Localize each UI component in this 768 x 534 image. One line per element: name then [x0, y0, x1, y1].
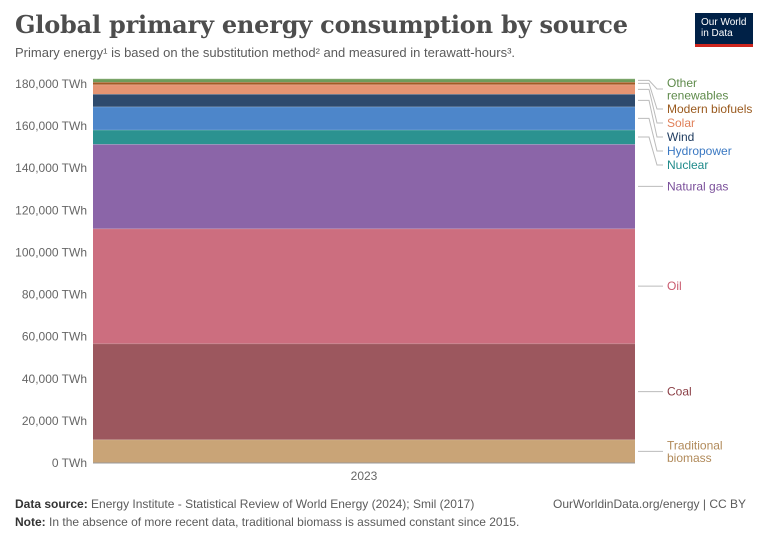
credit-link[interactable]: OurWorldinData.org/energy | CC BY [553, 497, 746, 511]
label-connector [638, 136, 663, 166]
chart-title: Global primary energy consumption by sou… [15, 10, 628, 39]
series-label: biomass [667, 451, 712, 465]
y-tick-label: 60,000 TWh [22, 330, 87, 344]
series-label: renewables [667, 89, 728, 103]
series-label: Nuclear [667, 158, 708, 172]
y-tick-label: 100,000 TWh [15, 245, 87, 259]
label-connector [638, 117, 663, 152]
y-tick-label: 0 TWh [52, 456, 87, 470]
y-tick-label: 140,000 TWh [15, 161, 87, 175]
y-tick-label: 80,000 TWh [22, 288, 87, 302]
series-label: Other [667, 76, 697, 90]
series-label: Natural gas [667, 179, 728, 193]
series-label: Solar [667, 116, 695, 130]
area-band-modern-biofuels[interactable] [93, 82, 635, 85]
label-connector [638, 82, 663, 110]
y-tick-label: 180,000 TWh [15, 77, 87, 91]
series-label: Hydropower [667, 144, 732, 158]
area-band-other-renewables[interactable] [93, 78, 635, 83]
data-source-text: Energy Institute - Statistical Review of… [91, 497, 475, 511]
series-label: Wind [667, 130, 694, 144]
area-band-wind[interactable] [93, 94, 635, 107]
note-label: Note: [15, 515, 46, 529]
series-label: Traditional [667, 438, 723, 452]
chart-subtitle: Primary energy¹ is based on the substitu… [15, 45, 516, 60]
area-band-coal[interactable] [93, 343, 635, 440]
series-label: Coal [667, 385, 692, 399]
data-source: Data source: Energy Institute - Statisti… [15, 497, 474, 511]
area-band-hydropower[interactable] [93, 106, 635, 130]
owid-logo[interactable]: Our World in Data [695, 13, 753, 47]
area-band-traditional-biomass[interactable] [93, 439, 635, 463]
label-connector [638, 99, 663, 138]
y-tick-label: 40,000 TWh [22, 372, 87, 386]
data-source-label: Data source: [15, 497, 88, 511]
chart-note: Note: In the absence of more recent data… [15, 515, 519, 529]
area-band-nuclear[interactable] [93, 129, 635, 145]
label-connector [638, 88, 663, 124]
series-label: Oil [667, 279, 682, 293]
y-tick-label: 120,000 TWh [15, 203, 87, 217]
area-band-solar[interactable] [93, 84, 635, 95]
y-tick-label: 160,000 TWh [15, 119, 87, 133]
logo-line-2: in Data [701, 28, 733, 39]
x-tick-label: 2023 [351, 469, 378, 483]
label-connector [638, 79, 663, 90]
area-band-oil[interactable] [93, 228, 635, 344]
area-band-natural-gas[interactable] [93, 144, 635, 229]
y-tick-label: 20,000 TWh [22, 414, 87, 428]
note-text: In the absence of more recent data, trad… [49, 515, 520, 529]
series-label: Modern biofuels [667, 102, 752, 116]
logo-line-1: Our World [701, 17, 747, 28]
